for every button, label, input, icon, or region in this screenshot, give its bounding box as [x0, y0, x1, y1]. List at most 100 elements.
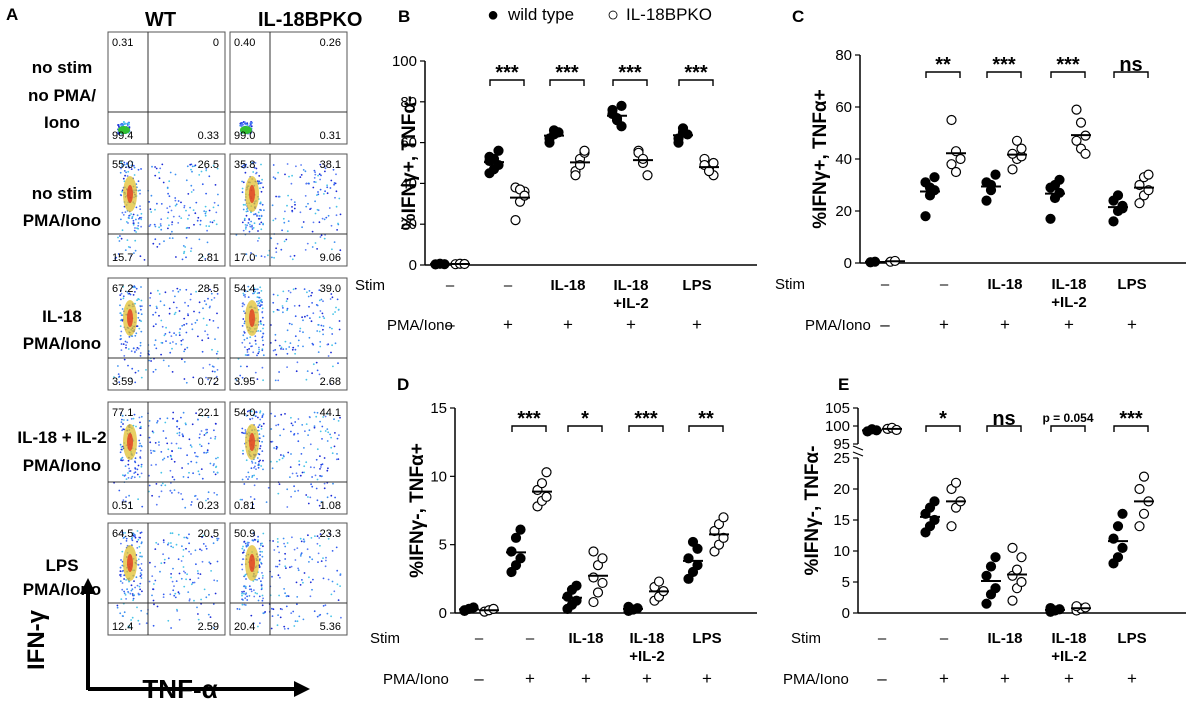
- flow-event: [318, 614, 321, 617]
- flow-event: [127, 459, 130, 462]
- wt-data-point: [692, 543, 703, 554]
- flow-event: [252, 503, 255, 506]
- flow-event: [187, 462, 190, 465]
- flow-event: [121, 123, 124, 126]
- flow-event: [261, 203, 264, 206]
- flow-event: [184, 301, 186, 304]
- flow-event: [294, 203, 296, 206]
- flow-event: [125, 478, 128, 480]
- flow-event: [261, 450, 264, 452]
- flow-event: [205, 596, 208, 599]
- flow-event: [316, 499, 319, 502]
- flow-event: [286, 488, 289, 491]
- flow-event: [283, 240, 286, 243]
- flow-event: [262, 324, 265, 326]
- flow-event: [126, 239, 129, 242]
- wt-data-point: [673, 137, 684, 148]
- flow-event: [167, 227, 169, 230]
- significance-label: ***: [1056, 54, 1080, 76]
- flow-event: [199, 433, 201, 436]
- flow-event: [182, 411, 185, 414]
- flow-event: [318, 330, 321, 333]
- flow-event: [281, 608, 283, 611]
- flow-event: [248, 125, 251, 128]
- flow-event: [178, 334, 181, 336]
- flow-event: [217, 456, 219, 459]
- flow-event: [285, 238, 288, 241]
- flow-event: [278, 563, 281, 566]
- flow-event: [149, 561, 151, 564]
- ko-data-point: [588, 546, 599, 557]
- ko-data-point: [955, 153, 966, 165]
- flow-event: [118, 489, 121, 492]
- flow-event: [196, 455, 199, 458]
- flow-plot-events: [235, 161, 342, 261]
- flow-event: [117, 373, 120, 375]
- flow-event: [160, 353, 163, 356]
- flow-event: [285, 595, 288, 598]
- pma-value: +: [626, 315, 636, 334]
- flow-event: [154, 174, 157, 177]
- flow-event: [208, 561, 211, 564]
- flow-event: [287, 451, 290, 454]
- flow-event: [290, 198, 293, 201]
- flow-event: [281, 305, 284, 307]
- flow-event: [121, 501, 124, 503]
- pma-value: +: [939, 315, 949, 334]
- flow-event: [256, 354, 258, 357]
- flow-event: [188, 438, 191, 441]
- flow-event: [299, 537, 302, 540]
- flow-event: [209, 462, 212, 465]
- flow-event: [260, 255, 263, 257]
- flow-event: [210, 292, 213, 295]
- flow-event: [131, 367, 134, 370]
- flow-event: [303, 471, 305, 474]
- flow-event: [140, 320, 143, 323]
- flow-event: [263, 256, 266, 258]
- significance-label: ***: [992, 54, 1016, 76]
- flow-event: [303, 572, 306, 574]
- flow-event: [123, 574, 126, 577]
- flow-event: [243, 310, 245, 313]
- flow-event: [300, 553, 302, 556]
- flow-event: [277, 541, 279, 543]
- flow-event: [125, 221, 128, 223]
- flow-event: [254, 465, 256, 468]
- flow-event: [329, 187, 332, 189]
- y-tick-label: 40: [835, 151, 852, 168]
- flow-event: [140, 376, 143, 379]
- flow-event: [190, 501, 193, 503]
- ko-data-point: [1016, 576, 1027, 588]
- flow-event: [248, 342, 251, 345]
- flow-event: [241, 558, 244, 561]
- flow-event: [241, 165, 244, 168]
- flow-event: [169, 469, 172, 472]
- quadrant-percentage: 20.5: [198, 528, 219, 540]
- flow-event: [186, 454, 189, 457]
- flow-event: [251, 417, 254, 420]
- flow-event: [128, 626, 131, 628]
- flow-event: [246, 354, 249, 356]
- flow-event: [278, 344, 281, 347]
- flow-event: [152, 313, 155, 316]
- flow-event: [125, 537, 128, 540]
- flow-event: [247, 478, 249, 480]
- flow-event: [326, 184, 328, 187]
- flow-event: [137, 558, 140, 561]
- flow-event: [168, 195, 171, 198]
- flow-event: [121, 165, 123, 168]
- flow-event: [284, 552, 286, 555]
- flow-event: [302, 221, 305, 223]
- y-tick-label: 95: [833, 436, 850, 453]
- flow-event: [318, 299, 321, 302]
- flow-event: [203, 434, 206, 436]
- flow-event: [248, 289, 251, 291]
- flow-event: [257, 599, 260, 602]
- flow-event: [249, 336, 252, 339]
- flow-event: [119, 574, 121, 576]
- flow-event: [259, 418, 262, 421]
- flow-event: [156, 420, 159, 422]
- flow-event: [178, 592, 181, 595]
- flow-event: [251, 506, 254, 509]
